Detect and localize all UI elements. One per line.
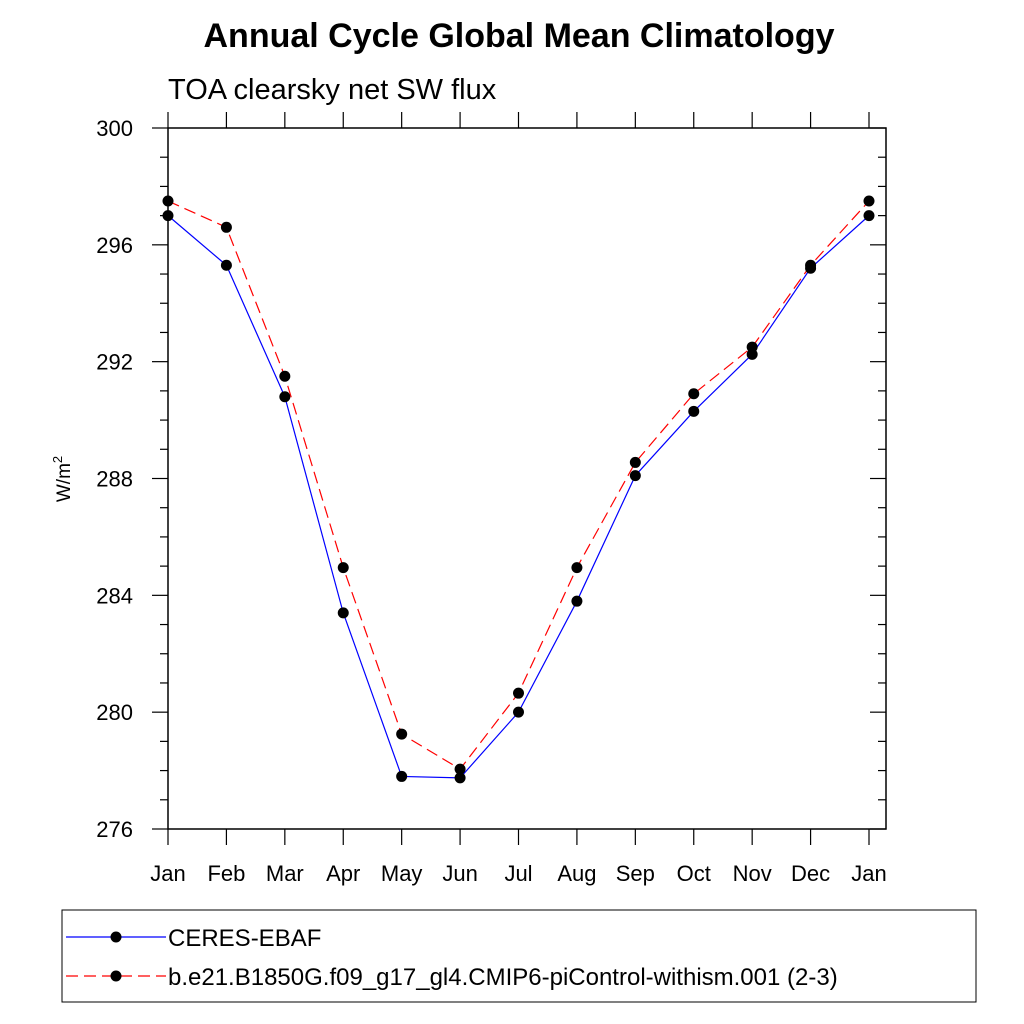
x-tick-label: Mar — [266, 861, 304, 886]
chart-title: Annual Cycle Global Mean Climatology — [204, 17, 835, 55]
series-2-point — [629, 456, 641, 468]
series-1-point — [688, 405, 700, 417]
series-line-2 — [167, 200, 870, 770]
legend-box — [61, 909, 977, 1003]
series-1-point — [571, 595, 583, 607]
x-tick-label: Sep — [616, 861, 655, 886]
y-tick-label: 296 — [96, 233, 133, 258]
legend-label-2: b.e21.B1850G.f09_g17_gl4.CMIP6-piControl… — [168, 964, 838, 991]
series-2-point — [805, 259, 817, 271]
series-1-point — [863, 210, 875, 222]
chart-subtitle: TOA clearsky net SW flux — [168, 74, 497, 106]
series-2-point — [571, 562, 583, 574]
series-1-point — [454, 772, 466, 784]
series-2-point — [513, 687, 524, 699]
legend: CERES-EBAF b.e21.B1850G.f09_g17_gl4.CMIP6… — [66, 925, 838, 991]
x-tick-label: May — [381, 861, 423, 886]
series-2-point — [337, 562, 349, 574]
legend-marker-1 — [110, 931, 122, 943]
x-tick-label: Oct — [677, 861, 711, 886]
y-axis-label-base: W/m — [54, 463, 75, 502]
y-tick-label: 288 — [96, 467, 133, 492]
y-tick-label: 280 — [96, 700, 133, 725]
axis-ticks: 276 280 284 288 292 296 300 Jan Feb Mar Apr May Jun J… — [96, 112, 887, 886]
series-1-point — [629, 470, 641, 482]
series-1-point — [220, 259, 232, 271]
x-tick-label: Jan — [851, 861, 886, 886]
x-tick-label: Jun — [442, 861, 477, 886]
series-1-point — [279, 391, 291, 403]
series-2-point — [396, 728, 408, 740]
series-2-point — [454, 763, 466, 775]
plot-frame — [167, 127, 887, 830]
y-tick-label: 300 — [96, 116, 133, 141]
x-tick-label: Nov — [733, 861, 772, 886]
series-2-point — [220, 221, 232, 233]
series-layer — [162, 195, 875, 784]
legend-marker-2 — [110, 970, 122, 982]
series-2-point — [279, 370, 291, 382]
y-tick-label: 276 — [96, 817, 133, 842]
series-2-point — [162, 195, 174, 207]
x-tick-label: Jan — [150, 861, 185, 886]
x-tick-label: Dec — [791, 861, 830, 886]
x-tick-label: Jul — [504, 861, 532, 886]
series-1-point — [513, 706, 524, 718]
legend-label-1: CERES-EBAF — [168, 925, 321, 952]
x-tick-label: Feb — [207, 861, 245, 886]
series-1-point — [396, 770, 408, 782]
series-1-point — [162, 210, 174, 222]
y-tick-label: 292 — [96, 350, 133, 375]
x-tick-label: Aug — [557, 861, 596, 886]
y-axis-label: W/m2 — [50, 456, 75, 502]
x-tick-label: Apr — [326, 861, 360, 886]
y-tick-label: 284 — [96, 583, 133, 608]
series-2-point — [863, 195, 875, 207]
series-1-point — [337, 607, 349, 619]
y-axis-label-superscript: 2 — [50, 456, 65, 463]
series-2-point — [688, 388, 700, 400]
series-2-point — [746, 341, 758, 353]
